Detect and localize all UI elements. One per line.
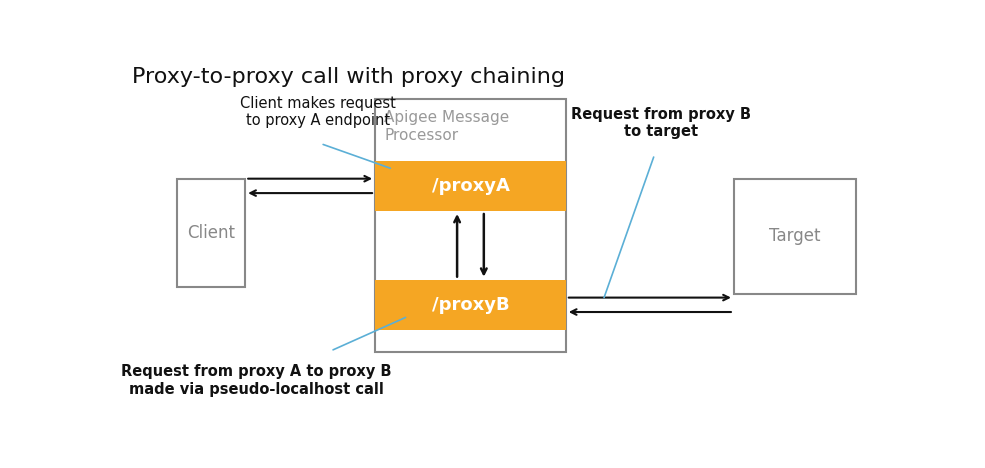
Bar	[375, 161, 566, 211]
Bar	[176, 179, 245, 287]
Bar	[375, 279, 566, 330]
Text: Request from proxy B
to target: Request from proxy B to target	[571, 107, 752, 139]
Text: Target: Target	[769, 227, 821, 245]
Text: Request from proxy A to proxy B
made via pseudo-localhost call: Request from proxy A to proxy B made via…	[121, 364, 392, 397]
Text: Apigee Message
Processor: Apigee Message Processor	[384, 110, 509, 143]
Text: Client makes request
to proxy A endpoint: Client makes request to proxy A endpoint	[240, 96, 396, 128]
Text: /proxyA: /proxyA	[431, 177, 509, 195]
Text: Proxy-to-proxy call with proxy chaining: Proxy-to-proxy call with proxy chaining	[132, 67, 565, 87]
Bar	[375, 99, 566, 351]
Text: Client: Client	[187, 224, 234, 242]
Text: /proxyB: /proxyB	[431, 296, 509, 314]
Bar	[734, 179, 856, 294]
